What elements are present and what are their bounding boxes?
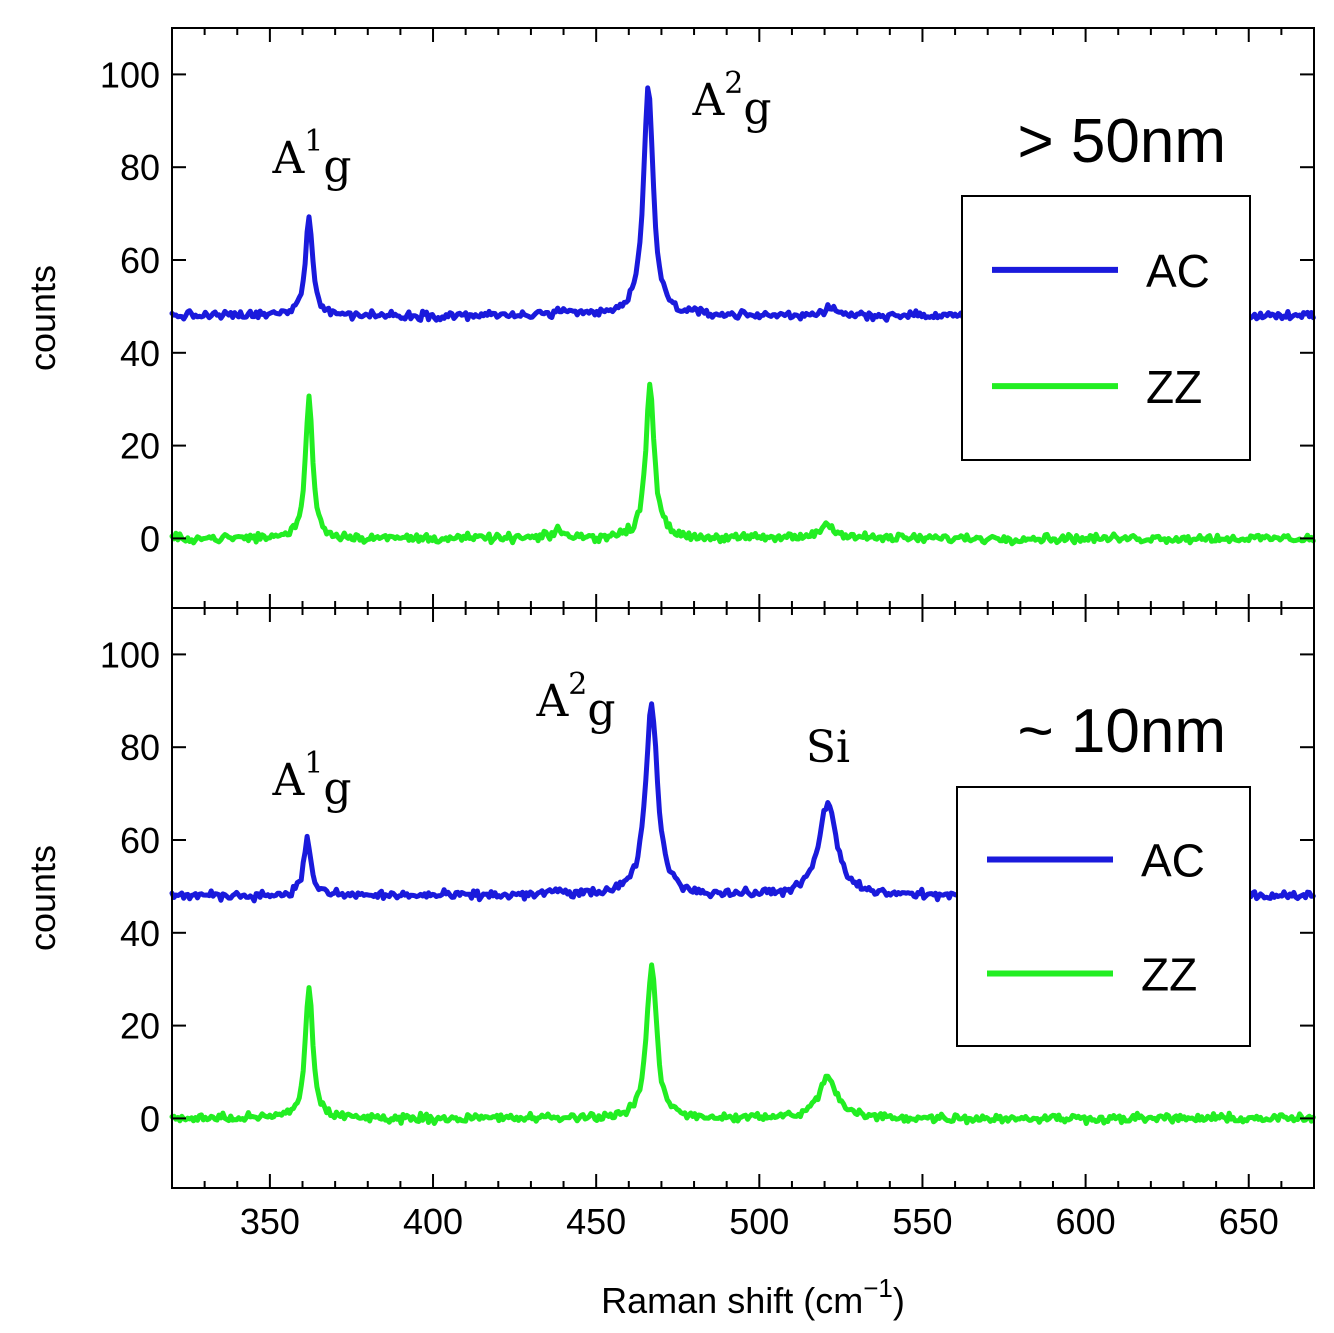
peak-annotation: A2g	[535, 667, 615, 735]
y-tick-label: 100	[100, 634, 160, 675]
x-tick-label: 350	[240, 1201, 300, 1242]
y-tick-label: 40	[120, 333, 160, 374]
legend-label-ac: AC	[1146, 245, 1210, 297]
y-tick-label: 20	[120, 1006, 160, 1047]
y-axis-label: counts	[22, 845, 63, 951]
peak-annotation: A2g	[691, 66, 771, 134]
legend-box	[956, 786, 1251, 1047]
peak-annotation: A1g	[271, 124, 351, 192]
panel-2: 0 20 40 60 80 100 350 400 450 500 550 600 650 counts R…	[22, 607, 1316, 1321]
y-tick-label: 80	[120, 147, 160, 188]
y-tick-label: 100	[100, 54, 160, 95]
y-tick-label: 60	[120, 240, 160, 281]
x-tick-label: 450	[566, 1201, 626, 1242]
legend: AC ZZ	[961, 195, 1251, 461]
plot-frame	[171, 607, 1315, 1189]
x-tick-label: 550	[892, 1201, 952, 1242]
y-tick-label: 40	[120, 913, 160, 954]
y-tick-label: 0	[140, 518, 160, 559]
series-line-zz	[169, 381, 1316, 547]
y-tick-label: 80	[120, 727, 160, 768]
x-axis-label: Raman shift (cm−1)	[601, 1273, 905, 1321]
x-tick-label: 600	[1056, 1201, 1116, 1242]
peak-annotation: Si	[806, 722, 850, 773]
y-tick-label: 0	[140, 1098, 160, 1139]
y-tick-label: 60	[120, 820, 160, 861]
x-tick-label: 500	[729, 1201, 789, 1242]
legend-label-ac: AC	[1141, 835, 1205, 887]
legend-label-zz: ZZ	[1146, 361, 1202, 413]
y-tick-label: 20	[120, 426, 160, 467]
panel-1: 0 20 40 60 80 100 counts > 50nm AC ZZ A1g A2g	[22, 27, 1316, 609]
panel-thickness-label: > 50nm	[1017, 107, 1226, 176]
series-line-zz	[169, 962, 1316, 1126]
legend-box	[961, 195, 1251, 461]
x-tick-label: 400	[403, 1201, 463, 1242]
y-axis-label: counts	[22, 265, 63, 371]
peak-annotation: A1g	[271, 746, 351, 814]
x-tick-label: 650	[1219, 1201, 1279, 1242]
legend-label-zz: ZZ	[1141, 948, 1197, 1000]
legend: AC ZZ	[956, 786, 1251, 1047]
panel-thickness-label: ~ 10nm	[1017, 697, 1226, 766]
